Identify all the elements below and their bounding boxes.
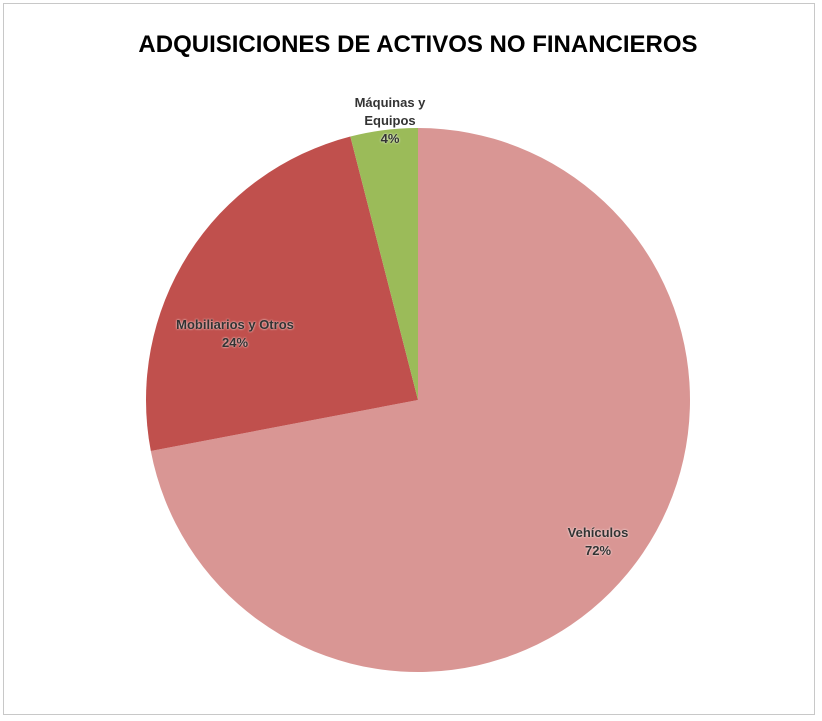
slice-label: Vehículos 72% (538, 524, 658, 560)
chart-frame (3, 3, 815, 715)
slice-label: Mobiliarios y Otros 24% (150, 316, 320, 352)
pie-slice (350, 128, 418, 400)
slice-value: 4% (380, 131, 400, 146)
slice-label: Máquinas y Equipos 4% (350, 94, 430, 148)
slice-value: 24% (221, 335, 249, 350)
pie-slice (145, 136, 418, 451)
slice-value: 72% (584, 543, 612, 558)
slice-name: Máquinas y Equipos (354, 95, 426, 128)
slice-name: Mobiliarios y Otros (176, 317, 294, 332)
slice-name: Vehículos (567, 525, 629, 540)
chart-title: ADQUISICIONES DE ACTIVOS NO FINANCIEROS (138, 31, 697, 58)
pie-slice (150, 128, 690, 672)
